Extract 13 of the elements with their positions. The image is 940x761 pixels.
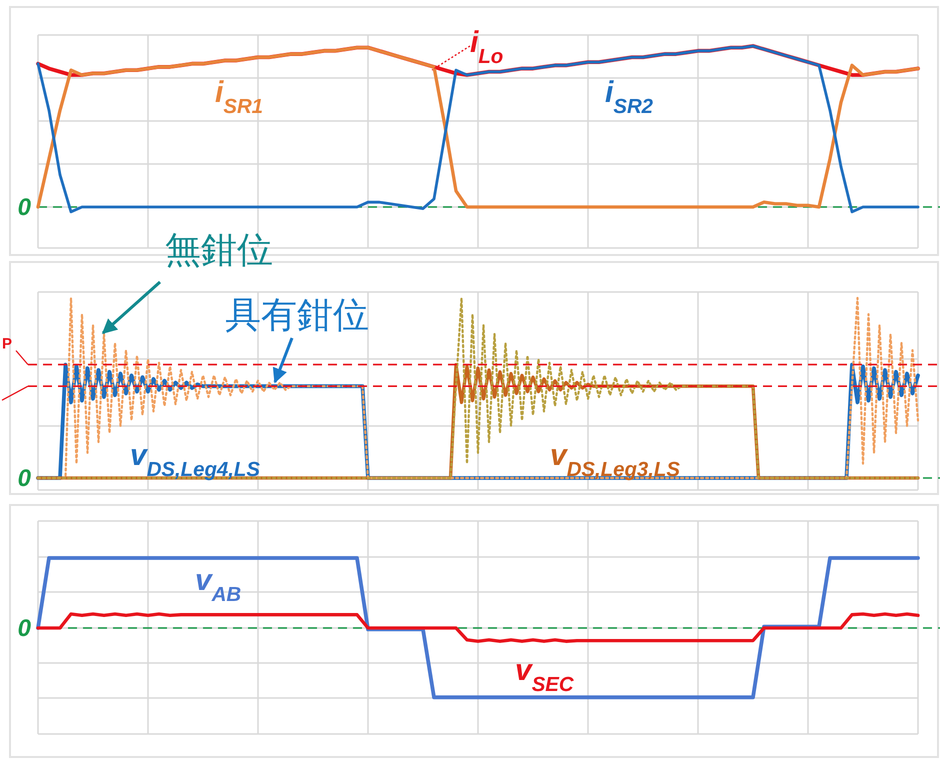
series-label: i$_{SR2}$ (605, 76, 654, 118)
ref-line-label: 0 (18, 465, 32, 492)
ref-line-label: P (2, 336, 12, 353)
ref-line-label: 0 (18, 194, 32, 221)
text: 無鉗位 (165, 230, 273, 271)
series-label: v$_{DS,Leg3,LS}$ (550, 439, 680, 481)
series-label: v$_{SEC}$ (515, 654, 574, 696)
annotation: 具有鉗位 (225, 295, 369, 336)
series-label: v$_{AB}$ (195, 564, 242, 606)
series-label: v$_{DS,Leg4,LS}$ (130, 439, 260, 481)
series-label: i$_{SR1}$ (215, 76, 264, 118)
ref-line-label: 0 (18, 615, 32, 642)
legend-label: i$_{Lo}$ (470, 26, 504, 68)
